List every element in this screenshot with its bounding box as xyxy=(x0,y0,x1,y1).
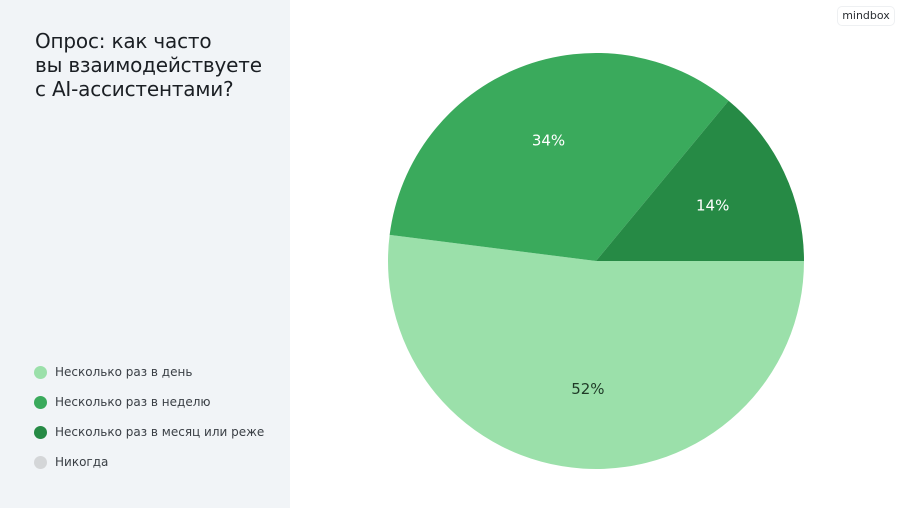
pie-chart: 52% 34% 14% xyxy=(388,52,804,469)
slice-daily xyxy=(388,234,804,469)
legend-item-never: Никогда xyxy=(34,453,264,471)
slice-monthly-label: 14% xyxy=(696,197,729,215)
chart-title-line-2: вы взаимодействуете xyxy=(35,53,262,77)
legend-item-weekly: Несколько раз в неделю xyxy=(34,393,264,411)
slice-monthly xyxy=(596,100,804,261)
chart-legend: Несколько раз в день Несколько раз в нед… xyxy=(34,363,264,483)
chart-title-line-1: Опрос: как часто xyxy=(35,29,212,53)
slice-weekly xyxy=(389,52,729,261)
slice-daily-label: 52% xyxy=(571,380,604,398)
legend-swatch xyxy=(34,455,47,469)
legend-swatch xyxy=(34,365,47,379)
legend-label: Несколько раз в неделю xyxy=(55,395,211,409)
slice-weekly-label: 34% xyxy=(532,132,565,150)
legend-item-daily: Несколько раз в день xyxy=(34,363,264,381)
chart-title: Опрос: как часто вы взаимодействуете с A… xyxy=(35,29,275,101)
side-panel: Опрос: как часто вы взаимодействуете с A… xyxy=(0,0,290,508)
legend-label: Несколько раз в день xyxy=(55,365,193,379)
legend-label: Никогда xyxy=(55,455,109,469)
chart-title-line-3: с AI-ассистентами? xyxy=(35,77,234,101)
legend-swatch xyxy=(34,425,47,439)
legend-swatch xyxy=(34,395,47,409)
legend-label: Несколько раз в месяц или реже xyxy=(55,425,265,439)
legend-item-monthly: Несколько раз в месяц или реже xyxy=(34,423,264,441)
brand-logo: mindbox xyxy=(838,7,894,25)
